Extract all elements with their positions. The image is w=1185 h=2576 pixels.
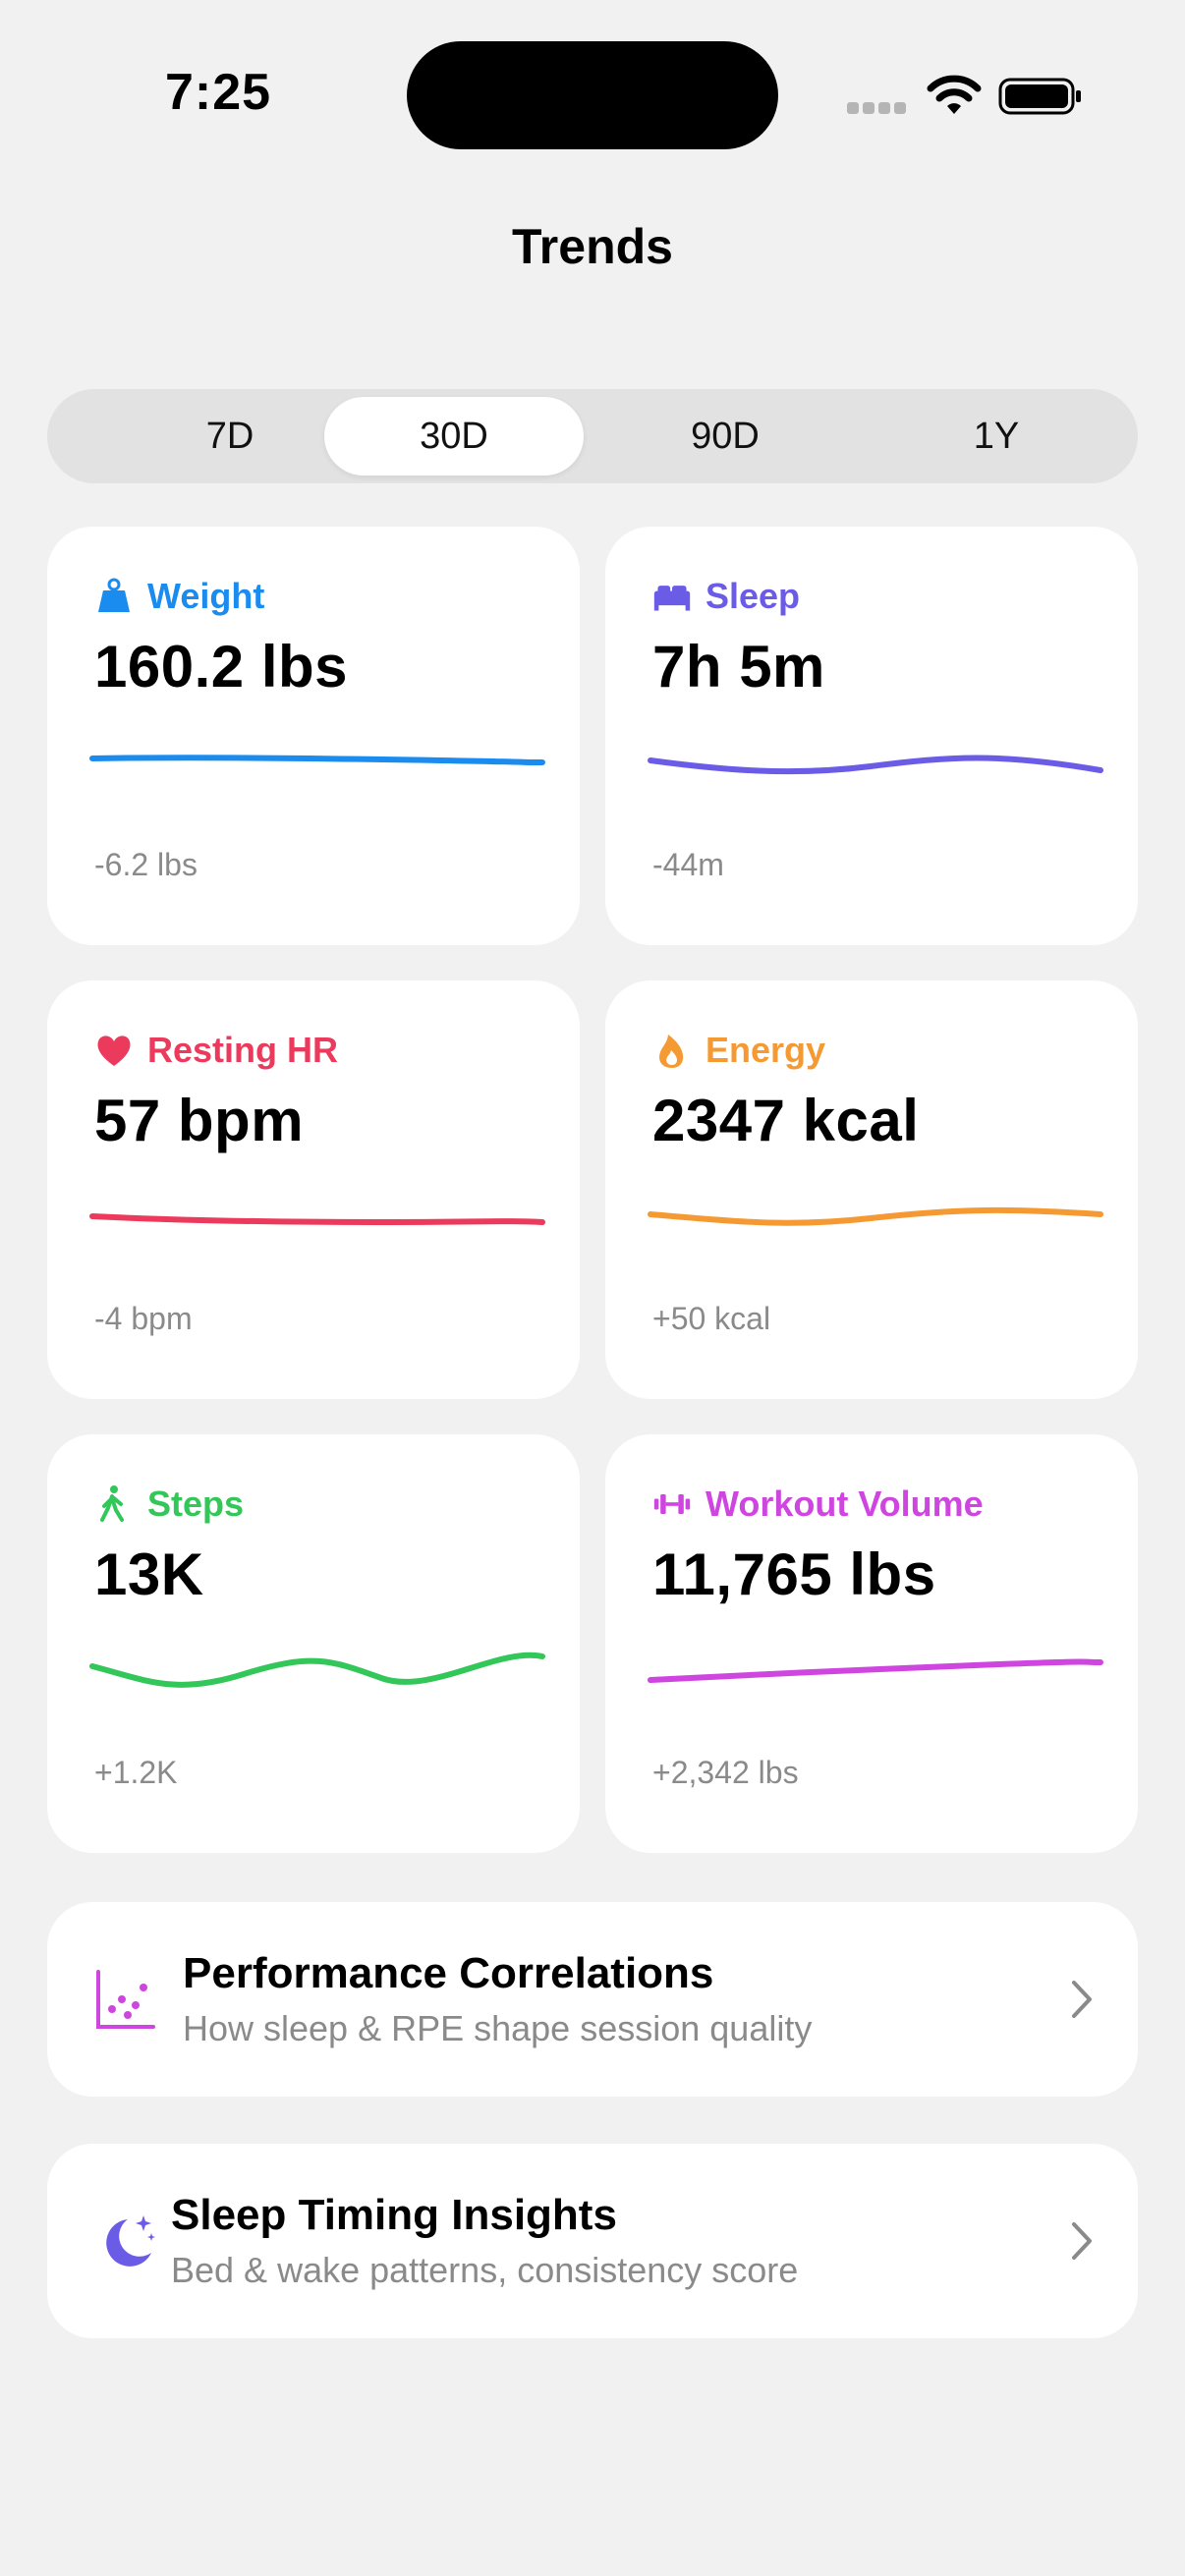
metric-header: Steps bbox=[94, 1484, 244, 1525]
metric-delta: +1.2K bbox=[94, 1755, 178, 1790]
metric-label: Resting HR bbox=[147, 1030, 339, 1070]
metric-value: 160.2 lbs bbox=[94, 634, 349, 700]
moon-stars-icon bbox=[106, 2215, 155, 2267]
chevron-right-icon bbox=[1072, 1981, 1092, 2018]
chevron-right-icon bbox=[1072, 2222, 1092, 2260]
metric-label: Workout Volume bbox=[705, 1484, 984, 1524]
performance-correlations-row[interactable]: Performance Correlations How sleep & RPE… bbox=[47, 1902, 1138, 2097]
metric-value: 2347 kcal bbox=[652, 1088, 920, 1153]
sparkline bbox=[89, 1213, 545, 1226]
range-option-1y[interactable]: 1Y bbox=[973, 415, 1020, 457]
metric-card-steps[interactable]: Steps 13K +1.2K bbox=[47, 1434, 580, 1853]
sparkline bbox=[89, 1652, 545, 1688]
heart-icon bbox=[97, 1036, 131, 1066]
row-subtitle: How sleep & RPE shape session quality bbox=[183, 2008, 813, 2048]
sparkline bbox=[648, 1206, 1103, 1226]
page-title: Trends bbox=[512, 219, 673, 274]
metric-header: Sleep bbox=[652, 576, 800, 617]
metric-card-workout-volume[interactable]: Workout Volume 11,765 lbs +2,342 lbs bbox=[605, 1434, 1138, 1853]
row-title: Sleep Timing Insights bbox=[171, 2191, 617, 2239]
metric-card-weight[interactable]: Weight 160.2 lbs -6.2 lbs bbox=[47, 527, 580, 945]
scatter-chart-icon bbox=[96, 1970, 155, 2029]
row-title: Performance Correlations bbox=[183, 1949, 714, 1997]
weight-icon bbox=[98, 578, 130, 612]
cellular-signal-icon bbox=[847, 102, 908, 114]
metric-header: Energy bbox=[652, 1030, 825, 1071]
metric-delta: -44m bbox=[652, 847, 724, 882]
battery-icon bbox=[998, 78, 1081, 115]
range-segmented-control: 7D 30D 90D 1Y bbox=[47, 389, 1138, 483]
metric-header: Weight bbox=[94, 576, 264, 617]
dumbbell-icon bbox=[653, 1494, 691, 1514]
metric-card-sleep[interactable]: Sleep 7h 5m -44m bbox=[605, 527, 1138, 945]
range-option-30d[interactable]: 30D bbox=[324, 397, 584, 476]
sleep-timing-insights-row[interactable]: Sleep Timing Insights Bed & wake pattern… bbox=[47, 2144, 1138, 2338]
row-subtitle: Bed & wake patterns, consistency score bbox=[171, 2250, 799, 2290]
range-option-7d[interactable]: 7D bbox=[205, 415, 254, 457]
dynamic-island bbox=[407, 41, 778, 149]
metric-label: Steps bbox=[147, 1484, 245, 1524]
wifi-icon bbox=[927, 75, 982, 114]
flame-icon bbox=[659, 1035, 684, 1068]
walk-icon bbox=[100, 1485, 124, 1522]
metric-header: Workout Volume bbox=[652, 1484, 984, 1525]
metric-label: Weight bbox=[147, 576, 265, 616]
metric-card-energy[interactable]: Energy 2347 kcal +50 kcal bbox=[605, 980, 1138, 1399]
metric-card-resting-hr[interactable]: Resting HR 57 bpm -4 bpm bbox=[47, 980, 580, 1399]
sparkline bbox=[89, 755, 545, 765]
metric-label: Energy bbox=[705, 1030, 826, 1070]
metric-value: 13K bbox=[94, 1541, 204, 1607]
metric-header: Resting HR bbox=[94, 1030, 338, 1071]
metric-value: 7h 5m bbox=[652, 634, 825, 700]
metric-delta: +2,342 lbs bbox=[652, 1755, 799, 1790]
sparkline bbox=[648, 1658, 1103, 1683]
range-option-90d[interactable]: 90D bbox=[691, 415, 760, 457]
bed-icon bbox=[653, 586, 691, 611]
metric-label: Sleep bbox=[705, 576, 801, 616]
metric-delta: -4 bpm bbox=[94, 1301, 193, 1336]
metric-value: 11,765 lbs bbox=[652, 1541, 936, 1607]
metric-value: 57 bpm bbox=[94, 1088, 305, 1153]
metric-delta: +50 kcal bbox=[652, 1301, 771, 1336]
status-time: 7:25 bbox=[165, 64, 272, 121]
sparkline bbox=[648, 755, 1103, 775]
metric-delta: -6.2 lbs bbox=[94, 847, 198, 882]
